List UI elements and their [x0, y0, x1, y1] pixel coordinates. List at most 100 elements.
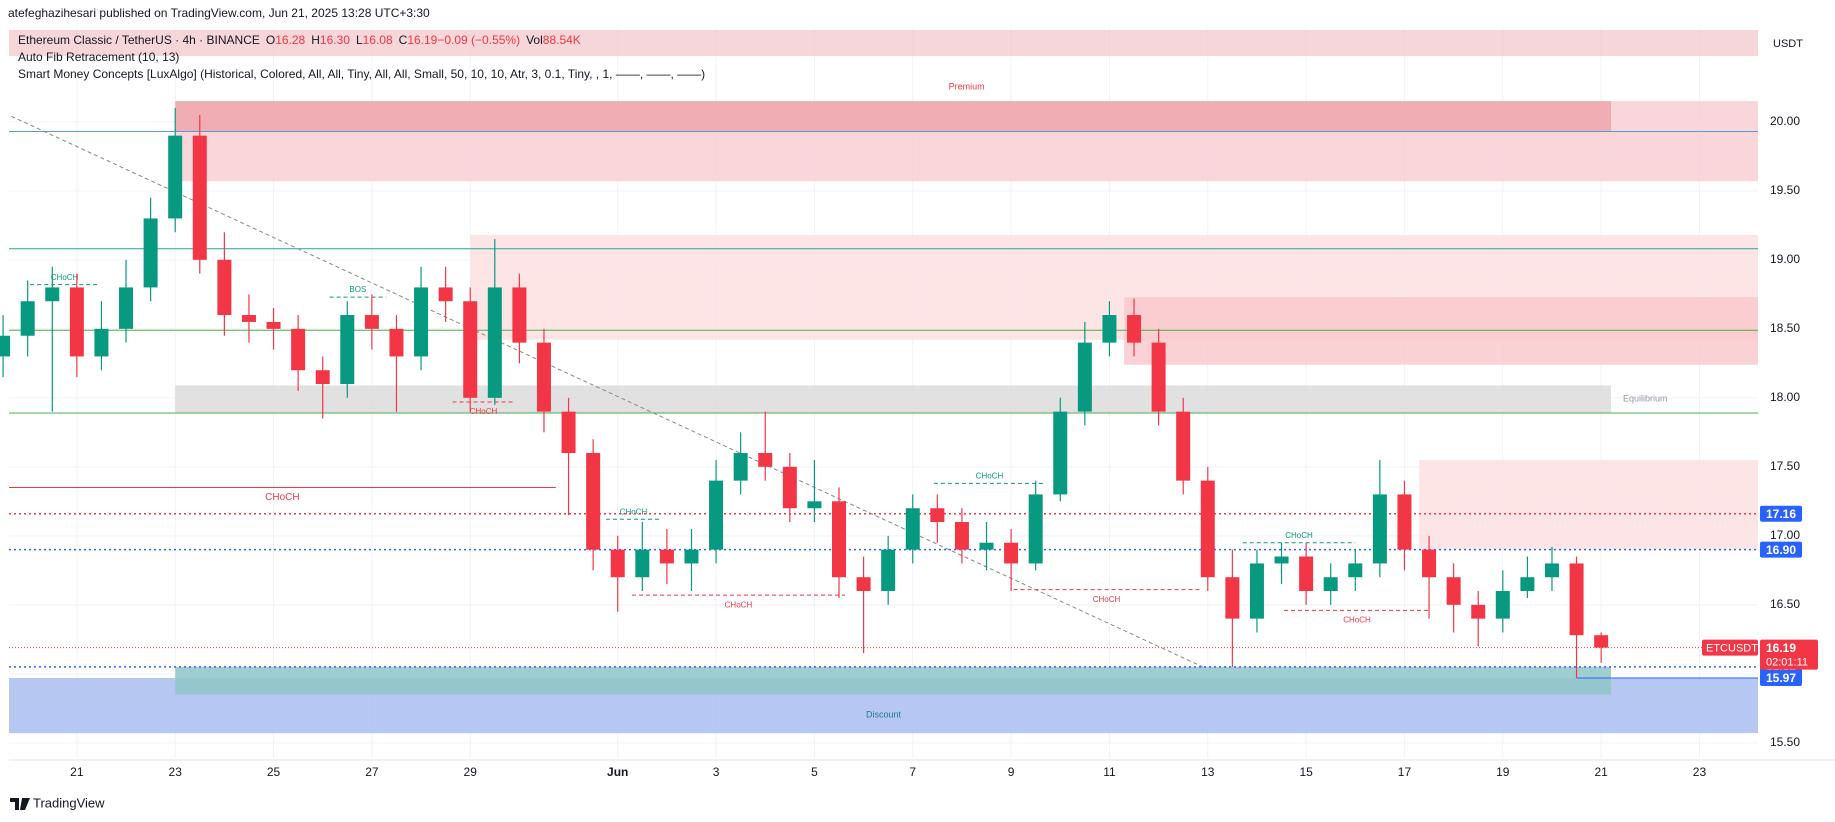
ohlc-key: C — [399, 33, 408, 47]
zone-label: Equilibrium — [1623, 394, 1668, 404]
candle-body — [1200, 480, 1215, 578]
candle-body — [1348, 563, 1363, 578]
legend-bg — [9, 30, 1758, 56]
price-box — [1760, 505, 1802, 522]
candle-body — [1274, 556, 1289, 564]
indicator-label: Smart Money Concepts [LuxAlgo] (Historic… — [18, 67, 705, 81]
x-tick-label: 23 — [169, 765, 183, 779]
ohlc-value: −0.09 (−0.55%) — [437, 33, 520, 47]
candle-body — [1028, 494, 1043, 564]
candle-body — [684, 549, 699, 564]
candle-body — [20, 301, 35, 336]
x-tick-label: 27 — [365, 765, 379, 779]
candle-body — [463, 301, 478, 398]
candle-body — [119, 287, 134, 329]
candle-body — [1127, 315, 1142, 343]
zone-label: Premium — [949, 82, 985, 92]
structure-label: CHoCH — [620, 507, 648, 516]
structure-label: CHoCH — [51, 273, 79, 282]
candle-body — [1594, 635, 1609, 648]
candle-body — [217, 259, 232, 316]
structure-label: CHoCH — [725, 600, 753, 609]
structure-label: CHoCH — [976, 471, 1004, 480]
price-box-label: 17.16 — [1766, 507, 1796, 521]
y-tick-label: 19.50 — [1770, 183, 1800, 197]
price-box-label: 15.97 — [1766, 671, 1796, 685]
symbol-label: ETCUSDT — [1706, 643, 1758, 655]
structure-label: CHoCH — [265, 492, 299, 503]
candle-body — [1446, 577, 1461, 605]
y-tick-label: 20.00 — [1770, 114, 1800, 128]
x-tick-label: 17 — [1398, 765, 1412, 779]
candle-body — [709, 480, 724, 550]
candle-body — [1299, 556, 1314, 592]
ohlc-value: 16.30 — [320, 33, 350, 47]
zone — [1124, 297, 1758, 365]
y-tick-label: 17.50 — [1770, 459, 1800, 473]
legend-line: Ethereum Classic / TetherUS · 4h · BINAN… — [18, 33, 581, 47]
candle-body — [168, 135, 183, 219]
x-tick-label: 7 — [909, 765, 916, 779]
price-box-label: 16.90 — [1766, 543, 1796, 557]
x-tick-label: 23 — [1693, 765, 1707, 779]
symbol: Ethereum Classic / TetherUS · 4h · BINAN… — [18, 33, 260, 47]
zone — [175, 101, 1611, 132]
y-tick-label: 16.50 — [1770, 597, 1800, 611]
x-tick-label: 21 — [70, 765, 84, 779]
structure-label: CHoCH — [1285, 531, 1313, 540]
legend: Ethereum Classic / TetherUS · 4h · BINAN… — [9, 30, 1758, 81]
candle-body — [832, 501, 847, 578]
candle-body — [954, 522, 969, 550]
ohlc-key: H — [311, 33, 320, 47]
candle-body — [733, 453, 748, 481]
zone — [175, 385, 1611, 414]
x-tick-label: Jun — [607, 765, 628, 779]
candle-body — [414, 287, 429, 357]
logo-text: TradingView — [33, 795, 105, 810]
candle-body — [782, 466, 797, 509]
candle-body — [340, 315, 355, 385]
candle-body — [561, 411, 576, 454]
candle-body — [241, 315, 256, 322]
candle-body — [586, 453, 601, 550]
y-tick-label: 19.00 — [1770, 252, 1800, 266]
candle-body — [930, 508, 945, 523]
countdown: 02:01:11 — [1766, 657, 1808, 669]
candle-body — [1249, 563, 1264, 619]
price-box — [1760, 541, 1802, 558]
candle-body — [389, 328, 404, 357]
candle-body — [69, 287, 84, 357]
x-tick-label: 9 — [1008, 765, 1015, 779]
structure-label: BOS — [349, 285, 366, 294]
ohlc-key: Vol — [526, 33, 543, 47]
candle-body — [1077, 342, 1092, 412]
zone-label: Discount — [866, 710, 902, 720]
candle-body — [315, 370, 330, 385]
trendline — [11, 115, 1204, 668]
x-tick-label: 5 — [811, 765, 818, 779]
y-tick-label: 18.00 — [1770, 390, 1800, 404]
candle-body — [979, 542, 994, 550]
candle-body — [487, 287, 502, 398]
zone — [175, 666, 1611, 695]
candle-body — [610, 549, 625, 578]
candle-body — [635, 549, 650, 578]
candle-body — [1471, 604, 1486, 619]
x-tick-label: 21 — [1594, 765, 1608, 779]
candle-body — [266, 321, 281, 329]
price-box — [1760, 669, 1802, 686]
candle-body — [192, 135, 207, 260]
y-tick-label: 18.50 — [1770, 321, 1800, 335]
zone — [1419, 459, 1758, 550]
last-price-label: 16.19 — [1766, 641, 1796, 655]
y-tick-label: 17.00 — [1770, 528, 1800, 542]
price-box — [1760, 639, 1818, 670]
logo-icon — [10, 798, 30, 810]
candle-body — [758, 453, 773, 467]
x-tick-label: 3 — [713, 765, 720, 779]
candle-body — [1102, 315, 1117, 343]
candle-body — [1397, 494, 1412, 550]
candle-body — [856, 577, 871, 592]
candle-body — [143, 218, 158, 288]
candle-body — [881, 549, 896, 592]
